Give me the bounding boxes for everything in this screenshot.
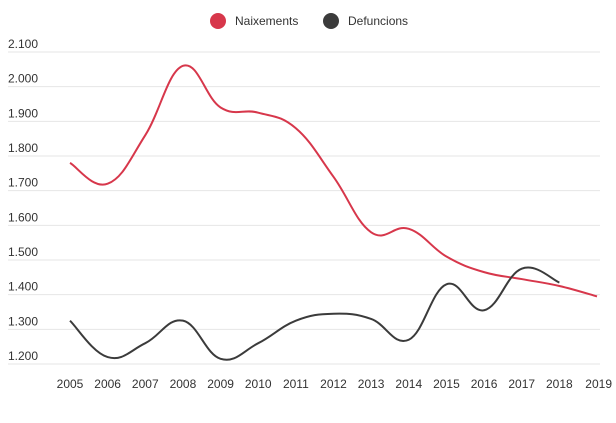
x-tick-label: 2008	[170, 377, 197, 391]
x-tick-label: 2017	[508, 377, 535, 391]
x-axis-ticks: 2005 2006 2007 2008 2009 2010 2011 2012 2013 2014…	[57, 377, 613, 391]
y-tick-label: 1.800	[8, 141, 38, 155]
y-axis-ticks: 1.200 1.300 1.400 1.500 1.600 1.700 1.800 1.900…	[8, 37, 38, 363]
y-tick-label: 1.700	[8, 176, 38, 190]
x-tick-label: 2010	[245, 377, 272, 391]
x-tick-label: 2013	[358, 377, 385, 391]
y-tick-label: 1.400	[8, 280, 38, 294]
series-line-defuncions	[69, 266, 560, 361]
x-tick-label: 2014	[395, 377, 422, 391]
y-tick-label: 1.300	[8, 314, 38, 328]
y-tick-label: 1.200	[8, 349, 38, 363]
x-tick-label: 2009	[207, 377, 234, 391]
legend: Naixements Defuncions	[210, 13, 408, 29]
grid	[8, 51, 600, 365]
legend-label-defuncions: Defuncions	[348, 14, 408, 28]
series-lines	[69, 64, 598, 361]
legend-label-naixements: Naixements	[235, 14, 298, 28]
x-tick-label: 2015	[433, 377, 460, 391]
y-tick-label: 1.500	[8, 245, 38, 259]
x-tick-label: 2012	[320, 377, 347, 391]
x-tick-label: 2006	[94, 377, 121, 391]
legend-marker-defuncions	[323, 13, 339, 29]
x-tick-label: 2018	[546, 377, 573, 391]
x-tick-label: 2005	[57, 377, 84, 391]
y-tick-label: 2.000	[8, 72, 38, 86]
x-tick-label: 2011	[283, 377, 309, 391]
x-tick-label: 2019	[585, 377, 612, 391]
x-tick-label: 2007	[132, 377, 159, 391]
x-tick-label: 2016	[471, 377, 498, 391]
y-tick-label: 2.100	[8, 37, 38, 51]
series-line-naixements	[69, 64, 598, 298]
y-tick-label: 1.600	[8, 210, 38, 224]
y-tick-label: 1.900	[8, 106, 38, 120]
legend-marker-naixements	[210, 13, 226, 29]
